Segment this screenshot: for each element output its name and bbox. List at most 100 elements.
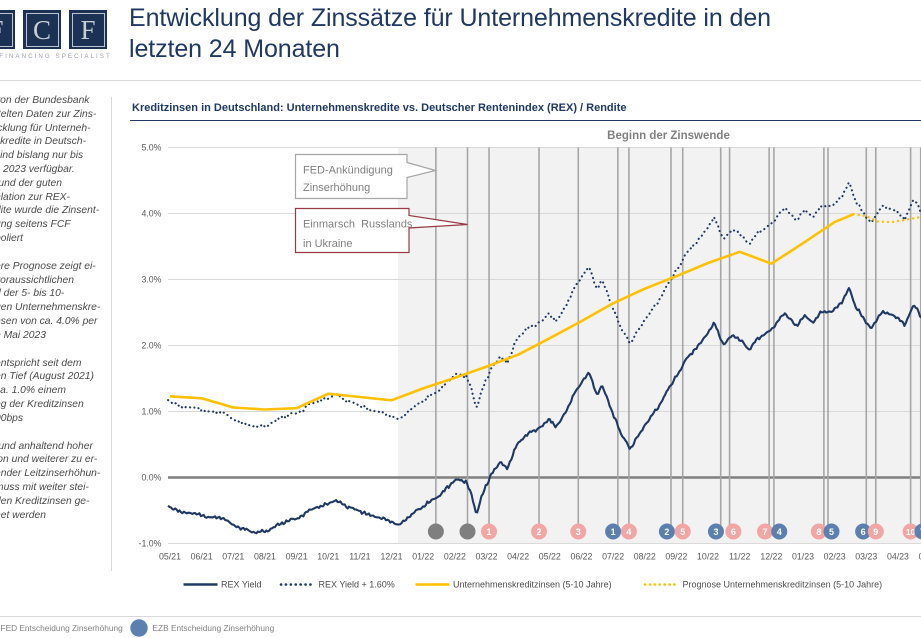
sidebar-line: eg der Kreditzinsen	[0, 398, 84, 410]
callout-fed-line2: Zinserhöhung	[303, 182, 370, 194]
footer-legend-label-2: EZB Entscheidung Zinserhöhung	[153, 623, 275, 633]
event-circle-number: 6	[861, 527, 866, 537]
sidebar-line: sind bislang nur bis	[0, 150, 84, 162]
event-circle-number: 3	[576, 527, 581, 537]
x-axis-label: 07/22	[602, 552, 624, 562]
x-axis-label: 01/22	[412, 552, 434, 562]
sidebar-paragraph-3: entspricht seit dem en Tief (August 2021)…	[0, 357, 107, 426]
x-axis-label: 10/22	[697, 552, 719, 562]
sidebar-line: e Mai 2023	[0, 329, 46, 341]
sidebar-line: dite wurde die Zinsent-	[0, 205, 100, 217]
y-axis-label: 0.0%	[141, 473, 161, 483]
sidebar-line: von der Bundesbank	[0, 95, 90, 106]
event-circle-fed6	[725, 523, 742, 540]
event-circle-ezb4	[771, 523, 788, 540]
event-circle-fed7	[757, 523, 774, 540]
sidebar-line: icklung für Unterneh-	[0, 122, 91, 134]
event-circle-fed3	[570, 523, 587, 540]
x-axis-label: 12/21	[381, 552, 403, 562]
sidebar-line: ca. 1.0% einem	[0, 385, 66, 397]
logo-square-c: C	[23, 10, 61, 49]
sidebar-line: poliert	[0, 232, 24, 244]
x-axis-label: 06/22	[570, 552, 592, 562]
x-axis-label: 11/22	[729, 552, 750, 562]
header-divider	[0, 80, 921, 81]
x-axis-label: 09/22	[665, 552, 687, 562]
sidebar-divider	[111, 97, 112, 571]
x-axis-label: 03/22	[475, 552, 497, 562]
legend-label-4: Prognose Unternehmenskreditzinsen (5-10 …	[683, 580, 883, 590]
sidebar-line: ung seitens FCF	[0, 219, 71, 231]
footer-legend-label-1: FED Entscheidung Zinserhöhung	[1, 623, 124, 633]
chart-title-underline	[130, 119, 921, 121]
event-circle-number: 7	[920, 527, 921, 537]
event-circle-number: 6	[731, 527, 736, 537]
sidebar-line: 00bps	[0, 412, 24, 424]
series-prognose	[852, 213, 921, 224]
logo-square-f1: F	[0, 10, 15, 49]
chart-title: Kreditzinsen in Deutschland: Unternehmen…	[132, 102, 627, 114]
x-axis-label: 04/22	[507, 552, 529, 562]
logo-tagline: THE FINANCING SPECIALIST	[0, 53, 112, 60]
x-axis-label: 04/23	[887, 552, 909, 562]
event-circle-fed1	[481, 523, 498, 540]
sidebar-line: nsen von ca. 4.0% per	[0, 315, 98, 327]
x-axis-label: 03/23	[855, 552, 877, 562]
sidebar-line: d der 5- bis 10-	[0, 288, 65, 300]
sidebar-commentary: von der Bundesbank ttelten Daten zur Zins…	[0, 94, 107, 536]
sidebar-line: z 2023 verfügbar.	[0, 163, 75, 175]
x-axis-label: 12/22	[760, 552, 782, 562]
sidebar-line: muss mit weiter stei-	[0, 481, 89, 493]
page-title: Entwicklung der Zinssätze für Unternehme…	[129, 4, 771, 63]
event-circle-number: 10	[906, 528, 916, 537]
legend-label-3: Unternehmenskreditzinsen (5-10 Jahre)	[453, 580, 612, 590]
sidebar-line: entspricht seit dem	[0, 357, 82, 369]
y-axis-label: 3.0%	[141, 275, 161, 285]
event-circle-ezb2	[658, 523, 675, 540]
sidebar-line: en Tief (August 2021)	[0, 371, 94, 383]
callout-ukraine-box	[294, 207, 468, 254]
sidebar-line: ere Prognose zeigt ei-	[0, 260, 96, 272]
event-circle-announce	[459, 523, 476, 540]
callout-ukraine-text: Einmarsch Russlands in Ukraine	[303, 219, 416, 251]
event-circle-number: 7	[763, 527, 768, 537]
x-axis-label: 08/22	[634, 552, 656, 562]
sidebar-line: elation zur REX-	[0, 191, 70, 203]
x-axis-label: 05/21	[159, 552, 181, 562]
sidebar-line: rund anhaltend hoher	[0, 440, 93, 452]
sidebar-paragraph-4: rund anhaltend hoher ion und weiterer zu …	[0, 440, 107, 523]
callout-fed-line1: FED-Ankündigung	[303, 165, 393, 177]
shaded-region-label: Beginn der Zinswende	[607, 130, 730, 142]
footer-legend-icon-2	[130, 619, 148, 637]
event-circle-announce	[427, 523, 444, 540]
legend-label-1: REX Yield	[221, 580, 262, 590]
y-axis-label: 4.0%	[141, 209, 161, 219]
event-circle-number: 1	[487, 527, 492, 537]
event-circle-number: 2	[664, 527, 669, 537]
sidebar-line: skredite in Deutsch-	[0, 136, 86, 148]
sidebar-line: voraussichtlichen	[0, 274, 74, 286]
y-axis-label: -1.0%	[139, 539, 162, 549]
x-axis-label: 01/23	[792, 552, 814, 562]
footer-divider	[0, 616, 921, 617]
sidebar-line: ion und weiterer zu er-	[0, 454, 98, 466]
legend-label-2: REX Yield + 1.60%	[319, 580, 395, 590]
series-kreditzinsen	[169, 212, 855, 411]
sidebar-paragraph-1: von der Bundesbank ttelten Daten zur Zins…	[0, 94, 107, 246]
sidebar-line: den Kreditzinsen ge-	[0, 495, 90, 507]
x-axis-label: 10/21	[317, 552, 339, 562]
x-axis-label: 05/22	[539, 552, 561, 562]
event-circle-number: 9	[873, 527, 878, 537]
sidebar-paragraph-2: ere Prognose zeigt ei-voraussichtlichen d…	[0, 260, 107, 343]
x-axis-label: 05/23	[919, 552, 921, 562]
x-axis-label: 09/21	[286, 552, 308, 562]
series-rex-yield	[167, 287, 921, 535]
series-rex-yield-plus	[167, 180, 921, 429]
y-axis-label: 2.0%	[141, 341, 161, 351]
x-axis-label: 02/23	[824, 552, 846, 562]
event-circle-number: 8	[816, 527, 821, 537]
event-circle-number: 1	[611, 527, 616, 537]
event-circle-ezb1	[605, 523, 622, 540]
